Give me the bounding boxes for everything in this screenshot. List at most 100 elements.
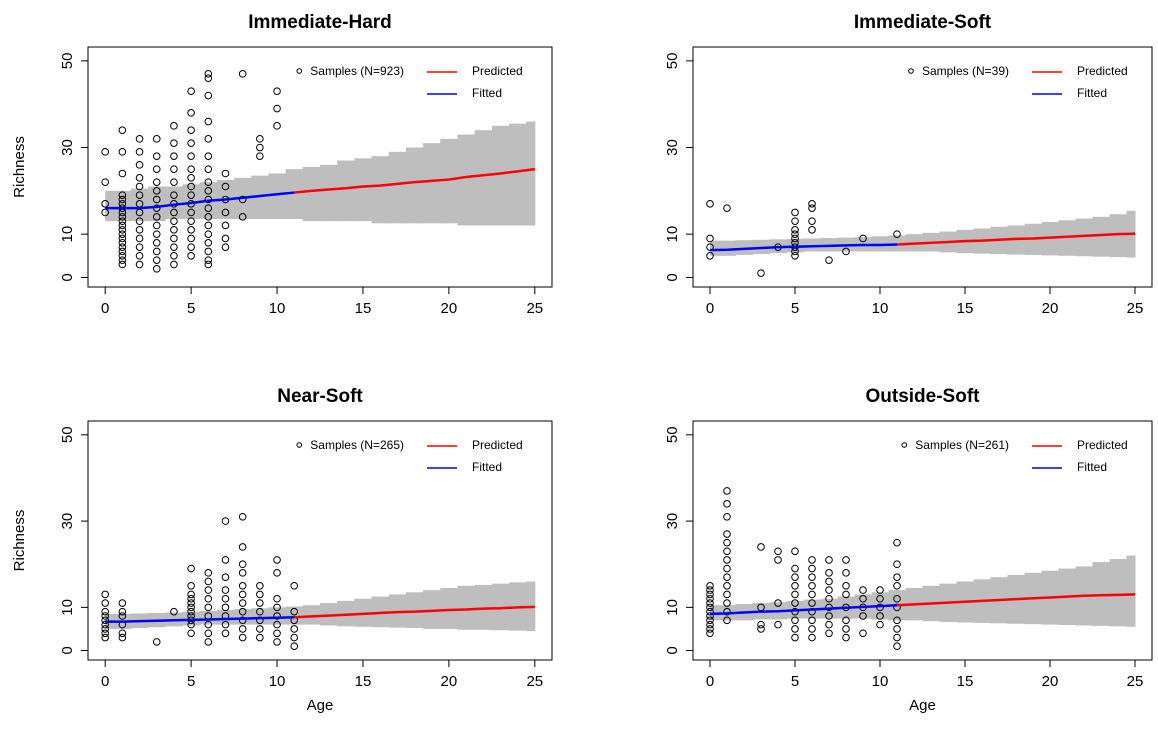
- sample-point: [791, 252, 799, 260]
- panel-title: Near-Soft: [277, 386, 363, 407]
- sample-point: [859, 234, 867, 243]
- sample-point: [791, 590, 799, 599]
- y-tick-label: 50: [664, 426, 681, 443]
- sample-point: [170, 260, 178, 269]
- sample-point: [187, 208, 195, 217]
- legend-label: Samples (N=923): [310, 64, 404, 78]
- sample-point: [876, 620, 884, 629]
- x-tick-label: 15: [957, 300, 974, 317]
- y-tick-label: 30: [664, 139, 681, 156]
- sample-point: [238, 512, 247, 521]
- sample-point: [238, 195, 247, 204]
- sample-point: [791, 234, 799, 243]
- sample-point: [290, 633, 299, 642]
- sample-point: [290, 581, 299, 590]
- sample-point: [290, 642, 299, 650]
- y-tick-label: 0: [664, 646, 681, 654]
- sample-point: [893, 230, 901, 238]
- panel-title: Outside-Soft: [866, 386, 981, 407]
- legend-marker: [296, 68, 303, 74]
- prediction-band: [423, 143, 441, 224]
- sample-point: [774, 547, 782, 556]
- sample-point: [204, 569, 213, 577]
- sample-point: [118, 226, 127, 234]
- prediction-band: [302, 167, 321, 222]
- sample-point: [825, 569, 833, 577]
- sample-point: [791, 247, 799, 256]
- sample-point: [170, 226, 178, 234]
- sample-point: [187, 182, 195, 191]
- prediction-band: [710, 240, 719, 256]
- sample-point: [135, 191, 144, 199]
- sample-point: [135, 161, 144, 169]
- sample-point: [170, 178, 178, 186]
- sample-point: [118, 234, 127, 243]
- sample-point: [135, 252, 144, 260]
- sample-point: [706, 243, 714, 251]
- sample-point: [706, 629, 714, 638]
- sample-point: [273, 612, 281, 620]
- sample-point: [706, 586, 714, 594]
- x-tick-label: 20: [1042, 673, 1059, 690]
- prediction-band: [1109, 214, 1127, 258]
- prediction-band: [251, 608, 269, 625]
- sample-point: [135, 174, 144, 182]
- y-tick-label: 0: [59, 273, 76, 281]
- series-line: [294, 167, 535, 194]
- prediction-band: [1092, 216, 1110, 257]
- sample-point: [757, 620, 765, 629]
- sample-point: [273, 122, 281, 130]
- sample-point: [791, 625, 799, 633]
- sample-point: [152, 247, 161, 256]
- prediction-band: [105, 190, 115, 222]
- sample-point: [723, 581, 731, 590]
- sample-point: [238, 599, 247, 607]
- sample-point: [859, 594, 867, 603]
- sample-point: [290, 607, 299, 616]
- sample-point: [238, 213, 247, 221]
- sample-point: [187, 599, 195, 607]
- sample-point: [723, 564, 731, 573]
- x-tick-label: 0: [706, 673, 714, 690]
- x-tick-label: 0: [706, 300, 714, 317]
- sample-point: [135, 234, 144, 243]
- sample-point: [706, 590, 714, 599]
- x-tick-label: 10: [872, 673, 889, 690]
- prediction-band: [320, 164, 338, 222]
- sample-point: [706, 252, 714, 260]
- sample-point: [204, 603, 213, 612]
- sample-point: [273, 603, 281, 612]
- sample-point: [118, 633, 127, 642]
- sample-point: [118, 629, 127, 638]
- sample-point: [170, 165, 178, 173]
- sample-point: [204, 230, 213, 238]
- sample-point: [204, 91, 213, 100]
- sample-point: [256, 599, 264, 607]
- sample-point: [170, 191, 178, 199]
- x-tick-label: 5: [187, 673, 195, 690]
- y-tick-label: 0: [59, 646, 76, 654]
- sample-point: [706, 594, 714, 603]
- sample-point: [808, 599, 816, 607]
- series-line: [105, 616, 295, 623]
- sample-point: [723, 538, 731, 547]
- sample-point: [204, 178, 213, 186]
- sample-point: [876, 594, 884, 603]
- prediction-band: [803, 238, 821, 252]
- sample-point: [256, 135, 264, 143]
- sample-point: [238, 560, 247, 569]
- prediction-band: [285, 169, 304, 219]
- sample-point: [204, 638, 213, 646]
- sample-point: [187, 191, 195, 199]
- y-tick-label: 50: [59, 53, 76, 70]
- series-line: [896, 593, 1136, 607]
- legend-label: Predicted: [472, 438, 523, 452]
- sample-point: [101, 590, 109, 599]
- sample-point: [859, 586, 867, 594]
- sample-point: [791, 573, 799, 581]
- sample-point: [723, 530, 731, 538]
- panel-title: Immediate-Hard: [248, 12, 392, 33]
- legend-label: Fitted: [472, 460, 502, 474]
- sample-point: [101, 178, 109, 186]
- sample-point: [238, 543, 247, 551]
